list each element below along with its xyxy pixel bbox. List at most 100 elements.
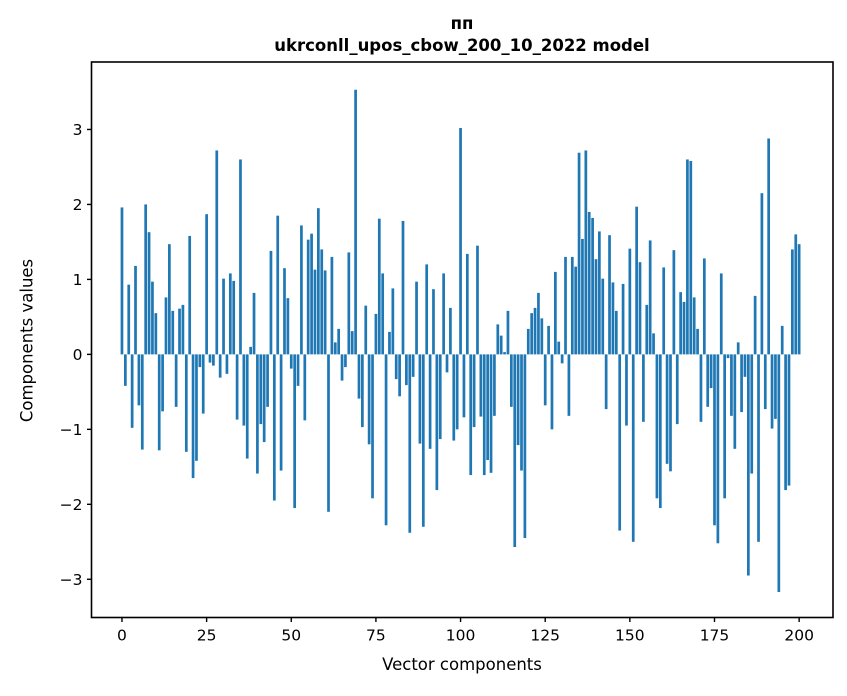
bar [462,354,466,418]
bar [648,240,652,355]
bar [767,138,771,355]
y-tick-label: −2 [60,496,83,514]
bar [124,354,127,386]
bar [188,235,192,355]
bar [394,354,398,380]
bar [469,354,473,476]
x-tick-label: 175 [700,627,730,645]
bar [658,354,662,509]
bar [205,214,208,355]
bar [330,256,334,355]
bar [706,354,710,407]
bar [293,354,297,509]
bar [262,354,266,443]
bar [252,292,256,355]
bar [137,354,141,406]
bar [604,354,608,410]
bar [577,152,581,355]
bar [191,354,195,479]
bar [421,354,425,527]
bar [509,354,513,407]
bar [371,354,374,499]
bar [747,354,750,576]
y-tick-label: −1 [60,421,83,439]
bar [147,232,151,355]
bar [228,273,232,355]
y-tick-label: 2 [73,196,83,214]
bar [452,354,456,441]
bar [791,249,794,355]
bar [665,354,669,464]
bar [493,354,496,416]
bar [408,354,412,533]
bar [465,253,469,355]
bar [442,273,445,355]
bar [719,273,723,355]
bar [591,217,594,355]
bar [760,193,764,355]
bar [642,354,645,422]
bar [757,354,760,542]
bar [692,297,696,355]
bar [289,354,293,369]
bar [482,354,486,476]
bar [272,354,276,501]
bar [716,354,720,544]
bar [503,352,506,355]
bar [554,271,557,355]
bar [445,354,449,373]
bar [140,354,144,450]
bar [340,354,344,381]
bar [300,225,303,355]
bar [608,235,611,355]
bar [587,211,591,355]
bar [174,354,178,407]
bar [391,288,395,355]
bar [367,354,371,445]
bar [655,354,659,499]
bar [151,281,154,355]
bar [797,244,801,355]
bar [709,354,713,389]
bar [476,245,479,355]
bar [570,256,574,355]
bar [384,354,388,526]
y-tick-label: −3 [60,571,83,589]
bar [496,324,500,355]
bar [120,207,124,355]
bar [242,354,246,426]
bar [276,215,280,355]
chart-title: пп ukrconll_upos_cbow_200_10_2022 model [91,13,833,57]
bar [794,234,798,355]
x-tick-label: 150 [615,627,645,645]
bar [743,354,747,377]
bar [195,354,198,461]
bar [327,354,330,512]
bar [418,354,422,444]
bar [354,89,357,355]
bar [357,354,361,399]
bar [178,308,181,355]
bar [686,159,689,355]
bar [547,325,550,355]
bar [740,354,743,413]
x-tick-label: 100 [446,627,476,645]
bar [774,354,777,419]
bar [628,248,632,355]
bar [235,354,239,420]
bar [279,354,283,471]
bar [631,354,635,542]
bar [625,354,628,426]
bar [245,354,249,459]
bar [438,354,442,440]
bar [259,354,263,425]
bar [526,328,530,355]
bar [537,292,540,355]
bar [564,256,567,355]
bar [516,354,520,446]
bar [333,342,337,355]
bar [611,282,615,355]
bar [750,354,754,474]
bar [411,354,415,377]
